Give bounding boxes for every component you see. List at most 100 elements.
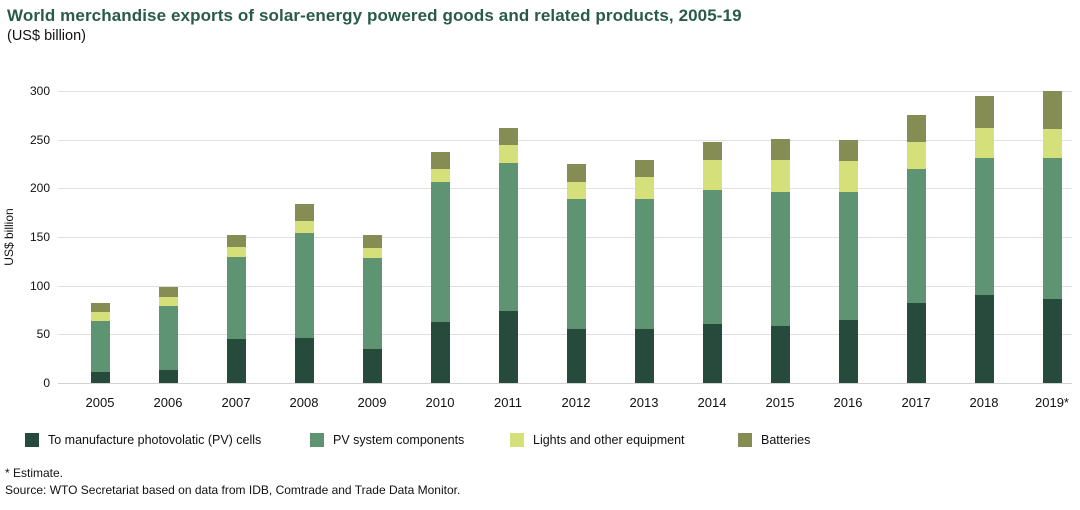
gridline <box>58 91 1072 92</box>
stacked-bar-2012 <box>566 164 586 383</box>
bar-segment <box>158 370 178 383</box>
gridline <box>58 237 1072 238</box>
bar-segment <box>906 303 926 383</box>
plot-area: 0 50 100 150 200 250 300 2005 2006 2007 2008 2009 20… <box>30 84 1072 410</box>
stacked-bar-2019 <box>1042 91 1062 383</box>
gridline <box>58 139 1072 141</box>
x-tick-label: 2010 <box>425 395 455 410</box>
bar-segment <box>838 192 858 320</box>
y-tick-label: 50 <box>36 327 50 342</box>
bar-segment <box>226 257 246 340</box>
bar-segment <box>158 306 178 371</box>
gridline <box>58 285 1072 287</box>
bar-segment <box>1042 158 1062 300</box>
bar-segment <box>770 192 790 326</box>
bar-segment <box>906 115 926 142</box>
y-tick-label: 300 <box>29 84 50 98</box>
stacked-bar-2017 <box>906 115 926 383</box>
bar-segment <box>430 321 450 383</box>
legend-swatch <box>510 433 524 447</box>
bar-segment <box>362 247 382 259</box>
gridline <box>58 188 1072 190</box>
bar-segment <box>770 160 790 193</box>
gridline <box>58 334 1072 336</box>
bar-segment <box>90 311 110 321</box>
bar-segment <box>1042 128 1062 159</box>
x-tick-label: 2019* <box>1035 395 1069 410</box>
x-tick-label: 2005 <box>85 395 115 410</box>
bar-segment <box>226 339 246 383</box>
x-tick-label: 2018 <box>969 395 999 410</box>
bar-segment <box>294 233 314 339</box>
bar-segment <box>634 329 654 383</box>
bar-segment <box>838 319 858 383</box>
bar-segment <box>226 246 246 258</box>
bar-segment <box>838 139 858 162</box>
bar-segment <box>498 163 518 311</box>
legend-label: Batteries <box>761 433 811 447</box>
bar-segment <box>498 310 518 383</box>
stacked-bar-2010 <box>430 152 450 383</box>
bar-segment <box>362 235 382 248</box>
stacked-bar-2016 <box>838 139 858 383</box>
bar-segment <box>906 141 926 169</box>
bar-segment <box>158 286 178 298</box>
bar-segment <box>158 297 178 307</box>
bar-segment <box>566 181 586 200</box>
bar-segment <box>634 199 654 330</box>
legend-swatch <box>25 433 39 447</box>
bar-segment <box>974 128 994 159</box>
x-tick-label: 2009 <box>357 395 387 410</box>
bar-segment <box>1042 299 1062 383</box>
stacked-bar-2009 <box>362 235 382 383</box>
bar-segment <box>770 325 790 383</box>
bar-segment <box>974 158 994 296</box>
footnote-source: Source: WTO Secretariat based on data fr… <box>5 483 461 497</box>
bar-segment <box>498 144 518 164</box>
stacked-bar-2011 <box>498 128 518 383</box>
bar-segment <box>702 141 722 161</box>
stacked-bar-2007 <box>226 235 246 383</box>
bar-segment <box>498 128 518 145</box>
bar-segment <box>1042 91 1062 129</box>
legend-label: PV system components <box>333 433 465 447</box>
x-tick-label: 2012 <box>561 395 591 410</box>
bar-segment <box>634 176 654 200</box>
bar-segment <box>702 190 722 324</box>
chart-container: US$ billion 0 50 100 150 200 250 300 2005 2006 20… <box>2 84 1072 410</box>
legend-item: Batteries <box>738 433 810 447</box>
bar-segment <box>634 160 654 177</box>
legend-item: Lights and other equipment <box>510 433 685 447</box>
y-tick-label: 250 <box>29 132 50 147</box>
bar-segment <box>294 338 314 383</box>
bar-segment <box>566 199 586 329</box>
x-tick-label: 2014 <box>697 395 727 410</box>
bar-segment <box>974 95 994 128</box>
chart-subtitle: (US$ billion) <box>7 28 86 44</box>
legend: To manufacture photovolatic (PV) cells PV… <box>0 433 1080 455</box>
stacked-bar-2006 <box>158 286 178 383</box>
x-tick-label: 2017 <box>901 395 931 410</box>
bar-segment <box>430 168 450 182</box>
x-tick-label: 2016 <box>833 395 863 410</box>
bar-segment <box>566 164 586 182</box>
bar-segment <box>226 235 246 247</box>
x-tick-label: 2008 <box>289 395 319 410</box>
footnote-estimate: * Estimate. <box>5 466 64 480</box>
bar-segment <box>974 295 994 383</box>
y-tick-label: 100 <box>29 278 50 293</box>
legend-label: Lights and other equipment <box>533 433 685 447</box>
bar-segment <box>906 168 926 304</box>
stacked-bar-2013 <box>634 160 654 383</box>
legend-item: To manufacture photovolatic (PV) cells <box>25 433 261 447</box>
bar-segment <box>90 303 110 312</box>
bar-segment <box>294 203 314 222</box>
legend-label: To manufacture photovolatic (PV) cells <box>48 433 262 447</box>
stacked-bar-2015 <box>770 138 790 383</box>
stacked-bar-2014 <box>702 141 722 383</box>
x-tick-label: 2011 <box>494 395 522 410</box>
bar-segment <box>430 152 450 169</box>
bar-segment <box>362 258 382 349</box>
stacked-bar-2008 <box>294 203 314 383</box>
